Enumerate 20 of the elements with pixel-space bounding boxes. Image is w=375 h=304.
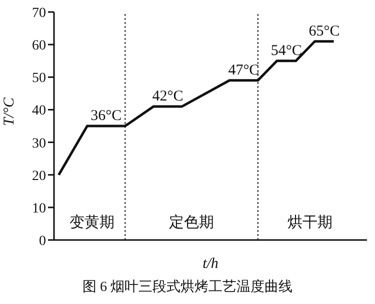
annotation: 47°C: [228, 62, 260, 78]
text: 图 6 烟叶三段式烘烤工艺温度曲线: [82, 280, 292, 295]
annotation: 36°C: [90, 108, 122, 124]
annotation: 烘干期: [288, 214, 333, 232]
y-axis-title: T/°C: [1, 96, 18, 126]
y-tick-label: 30: [32, 136, 46, 152]
y-tick-label: 20: [32, 168, 46, 184]
annotation: 变黄期: [69, 214, 114, 232]
x-axis-title: t/h: [202, 256, 218, 272]
annotation: 42°C: [152, 88, 184, 104]
y-tick-label: 70: [32, 6, 46, 21]
annotation: 65°C: [308, 23, 340, 40]
y-tick-label: 60: [32, 38, 46, 54]
y-tick-label: 40: [32, 104, 46, 119]
y-tick-label: 50: [32, 71, 46, 86]
y-tick-label: 10: [32, 201, 46, 216]
annotation: 定色期: [169, 214, 214, 232]
y-tick-label: 0: [39, 234, 46, 249]
line-series: [57, 40, 336, 176]
annotation: 54°C: [270, 42, 302, 59]
